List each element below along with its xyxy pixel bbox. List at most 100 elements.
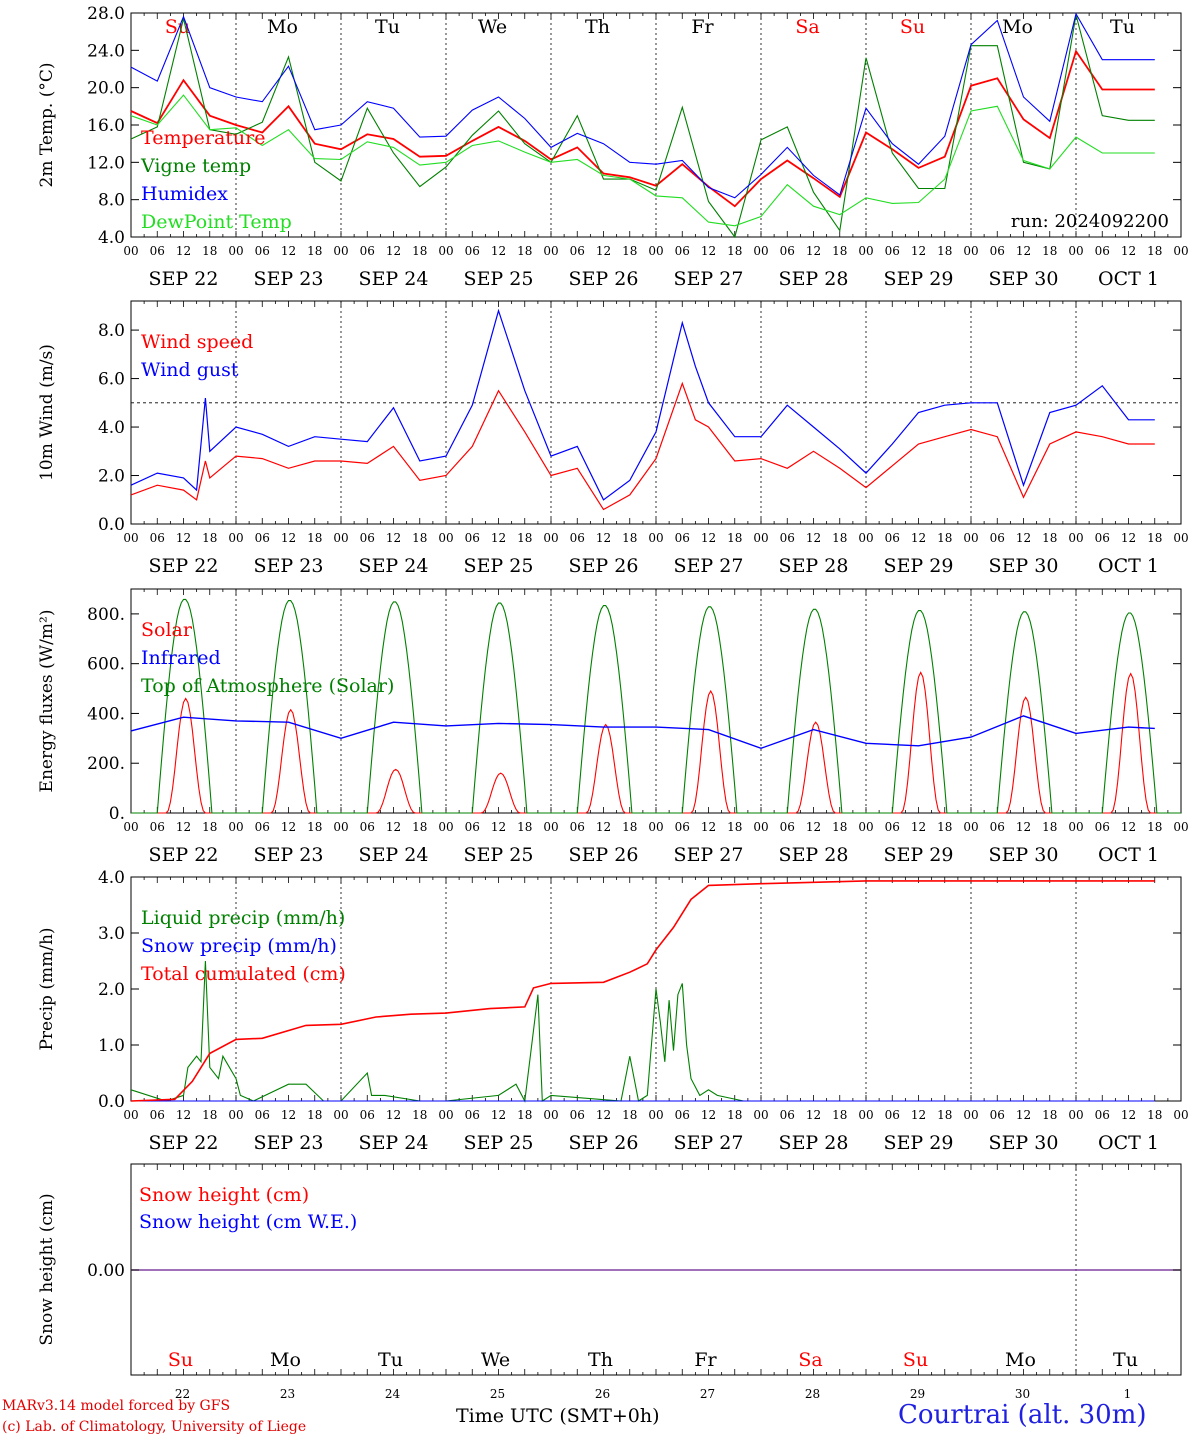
y-tick-label: 8.0: [98, 191, 125, 211]
hour-tick-label: 00: [1068, 820, 1083, 834]
hour-tick-label: 12: [596, 820, 611, 834]
y-axis-label: Precip (mm/h): [37, 927, 57, 1050]
date-label: SEP 27: [674, 1132, 744, 1154]
hour-tick-label: 12: [1016, 820, 1031, 834]
y-tick-label: 600.: [87, 655, 125, 675]
y-tick-label: 200.: [87, 754, 125, 774]
y-axis-label: Snow height (cm): [37, 1193, 57, 1345]
date-label: SEP 24: [359, 1132, 429, 1154]
date-label: SEP 23: [254, 844, 324, 866]
hour-tick-label: 12: [491, 244, 506, 258]
y-axis-label: 10m Wind (m/s): [37, 344, 57, 481]
weekday-label: Th: [588, 1349, 613, 1371]
date-label: SEP 22: [149, 268, 219, 290]
y-axis-label: Energy fluxes (W/m²): [37, 610, 57, 793]
hour-tick-label: 00: [543, 531, 558, 545]
hour-tick-label: 18: [727, 820, 742, 834]
y-tick-label: 12.0: [87, 153, 125, 173]
legend-entry: Top of Atmosphere (Solar): [141, 675, 394, 697]
date-label: SEP 23: [254, 1132, 324, 1154]
legend-entry: Snow height (cm W.E.): [139, 1211, 357, 1233]
y-tick-label: 24.0: [87, 41, 125, 61]
hour-tick-label: 06: [780, 531, 795, 545]
hour-tick-label: 18: [832, 531, 847, 545]
day-number-label: 28: [805, 1387, 820, 1401]
hour-tick-label: 12: [806, 531, 821, 545]
hour-tick-label: 06: [150, 1108, 165, 1122]
hour-tick-label: 12: [176, 1108, 191, 1122]
date-label: SEP 24: [359, 555, 429, 577]
hour-tick-label: 06: [1095, 531, 1110, 545]
y-tick-label: 1.0: [98, 1036, 125, 1056]
weekday-label: Su: [903, 1349, 928, 1371]
hour-tick-label: 12: [386, 244, 401, 258]
hour-tick-label: 06: [570, 244, 585, 258]
hour-tick-label: 12: [176, 244, 191, 258]
date-label: OCT 1: [1098, 1132, 1159, 1154]
date-label: SEP 28: [779, 268, 849, 290]
hour-tick-label: 06: [885, 820, 900, 834]
date-label: SEP 28: [779, 555, 849, 577]
date-label: SEP 24: [359, 844, 429, 866]
hour-tick-label: 06: [465, 1108, 480, 1122]
y-tick-label: 800.: [87, 605, 125, 625]
weekday-label: Fr: [694, 1349, 717, 1371]
hour-tick-label: 18: [622, 244, 637, 258]
weekday-label: Su: [165, 16, 190, 38]
hour-tick-label: 18: [517, 531, 532, 545]
hour-tick-label: 00: [1068, 244, 1083, 258]
hour-tick-label: 18: [412, 244, 427, 258]
weekday-label: Su: [900, 16, 925, 38]
date-label: SEP 23: [254, 268, 324, 290]
precip-series-red: [130, 880, 1155, 1102]
y-tick-label: 8.0: [98, 321, 125, 341]
hour-tick-label: 00: [438, 820, 453, 834]
hour-tick-label: 18: [517, 244, 532, 258]
hour-tick-label: 06: [360, 531, 375, 545]
hour-tick-label: 18: [937, 1108, 952, 1122]
hour-tick-label: 12: [491, 531, 506, 545]
hour-tick-label: 06: [885, 244, 900, 258]
hour-tick-label: 06: [1095, 820, 1110, 834]
hour-tick-label: 18: [1147, 820, 1162, 834]
hour-tick-label: 00: [543, 1108, 558, 1122]
hour-tick-label: 00: [648, 1108, 663, 1122]
hour-tick-label: 12: [1016, 1108, 1031, 1122]
y-tick-label: 400.: [87, 704, 125, 724]
hour-tick-label: 00: [228, 1108, 243, 1122]
legend-entry: Liquid precip (mm/h): [141, 907, 345, 929]
date-label: SEP 30: [989, 1132, 1059, 1154]
hour-tick-label: 18: [937, 531, 952, 545]
hour-tick-label: 06: [570, 531, 585, 545]
hour-tick-label: 12: [806, 244, 821, 258]
hour-tick-label: 00: [963, 531, 978, 545]
hour-tick-label: 18: [1147, 531, 1162, 545]
hour-tick-label: 00: [1068, 531, 1083, 545]
hour-tick-label: 12: [491, 820, 506, 834]
hour-tick-label: 18: [307, 244, 322, 258]
run-label: run: 2024092200: [1011, 211, 1169, 232]
hour-tick-label: 12: [701, 820, 716, 834]
hour-tick-label: 06: [885, 531, 900, 545]
hour-tick-label: 18: [622, 820, 637, 834]
hour-tick-label: 00: [123, 531, 138, 545]
day-number-label: 24: [385, 1387, 401, 1401]
weekday-label: Th: [585, 16, 610, 38]
hour-tick-label: 00: [333, 531, 348, 545]
temp-series-blue: [130, 12, 1155, 199]
hour-tick-label: 18: [1042, 1108, 1057, 1122]
weekday-label: Mo: [1002, 16, 1033, 38]
y-axis-label: 2m Temp. (°C): [37, 62, 57, 187]
hour-tick-label: 00: [123, 244, 138, 258]
hour-tick-label: 18: [622, 531, 637, 545]
day-number-label: 30: [1015, 1387, 1030, 1401]
wind-series-red: [130, 381, 1155, 511]
hour-tick-label: 06: [150, 531, 165, 545]
date-label: SEP 26: [569, 1132, 639, 1154]
hour-tick-label: 00: [858, 820, 873, 834]
hour-tick-label: 06: [465, 244, 480, 258]
hour-tick-label: 12: [386, 1108, 401, 1122]
hour-tick-label: 18: [412, 531, 427, 545]
station-name: Courtrai (alt. 30m): [898, 1400, 1147, 1430]
y-tick-label: 4.0: [98, 418, 125, 438]
